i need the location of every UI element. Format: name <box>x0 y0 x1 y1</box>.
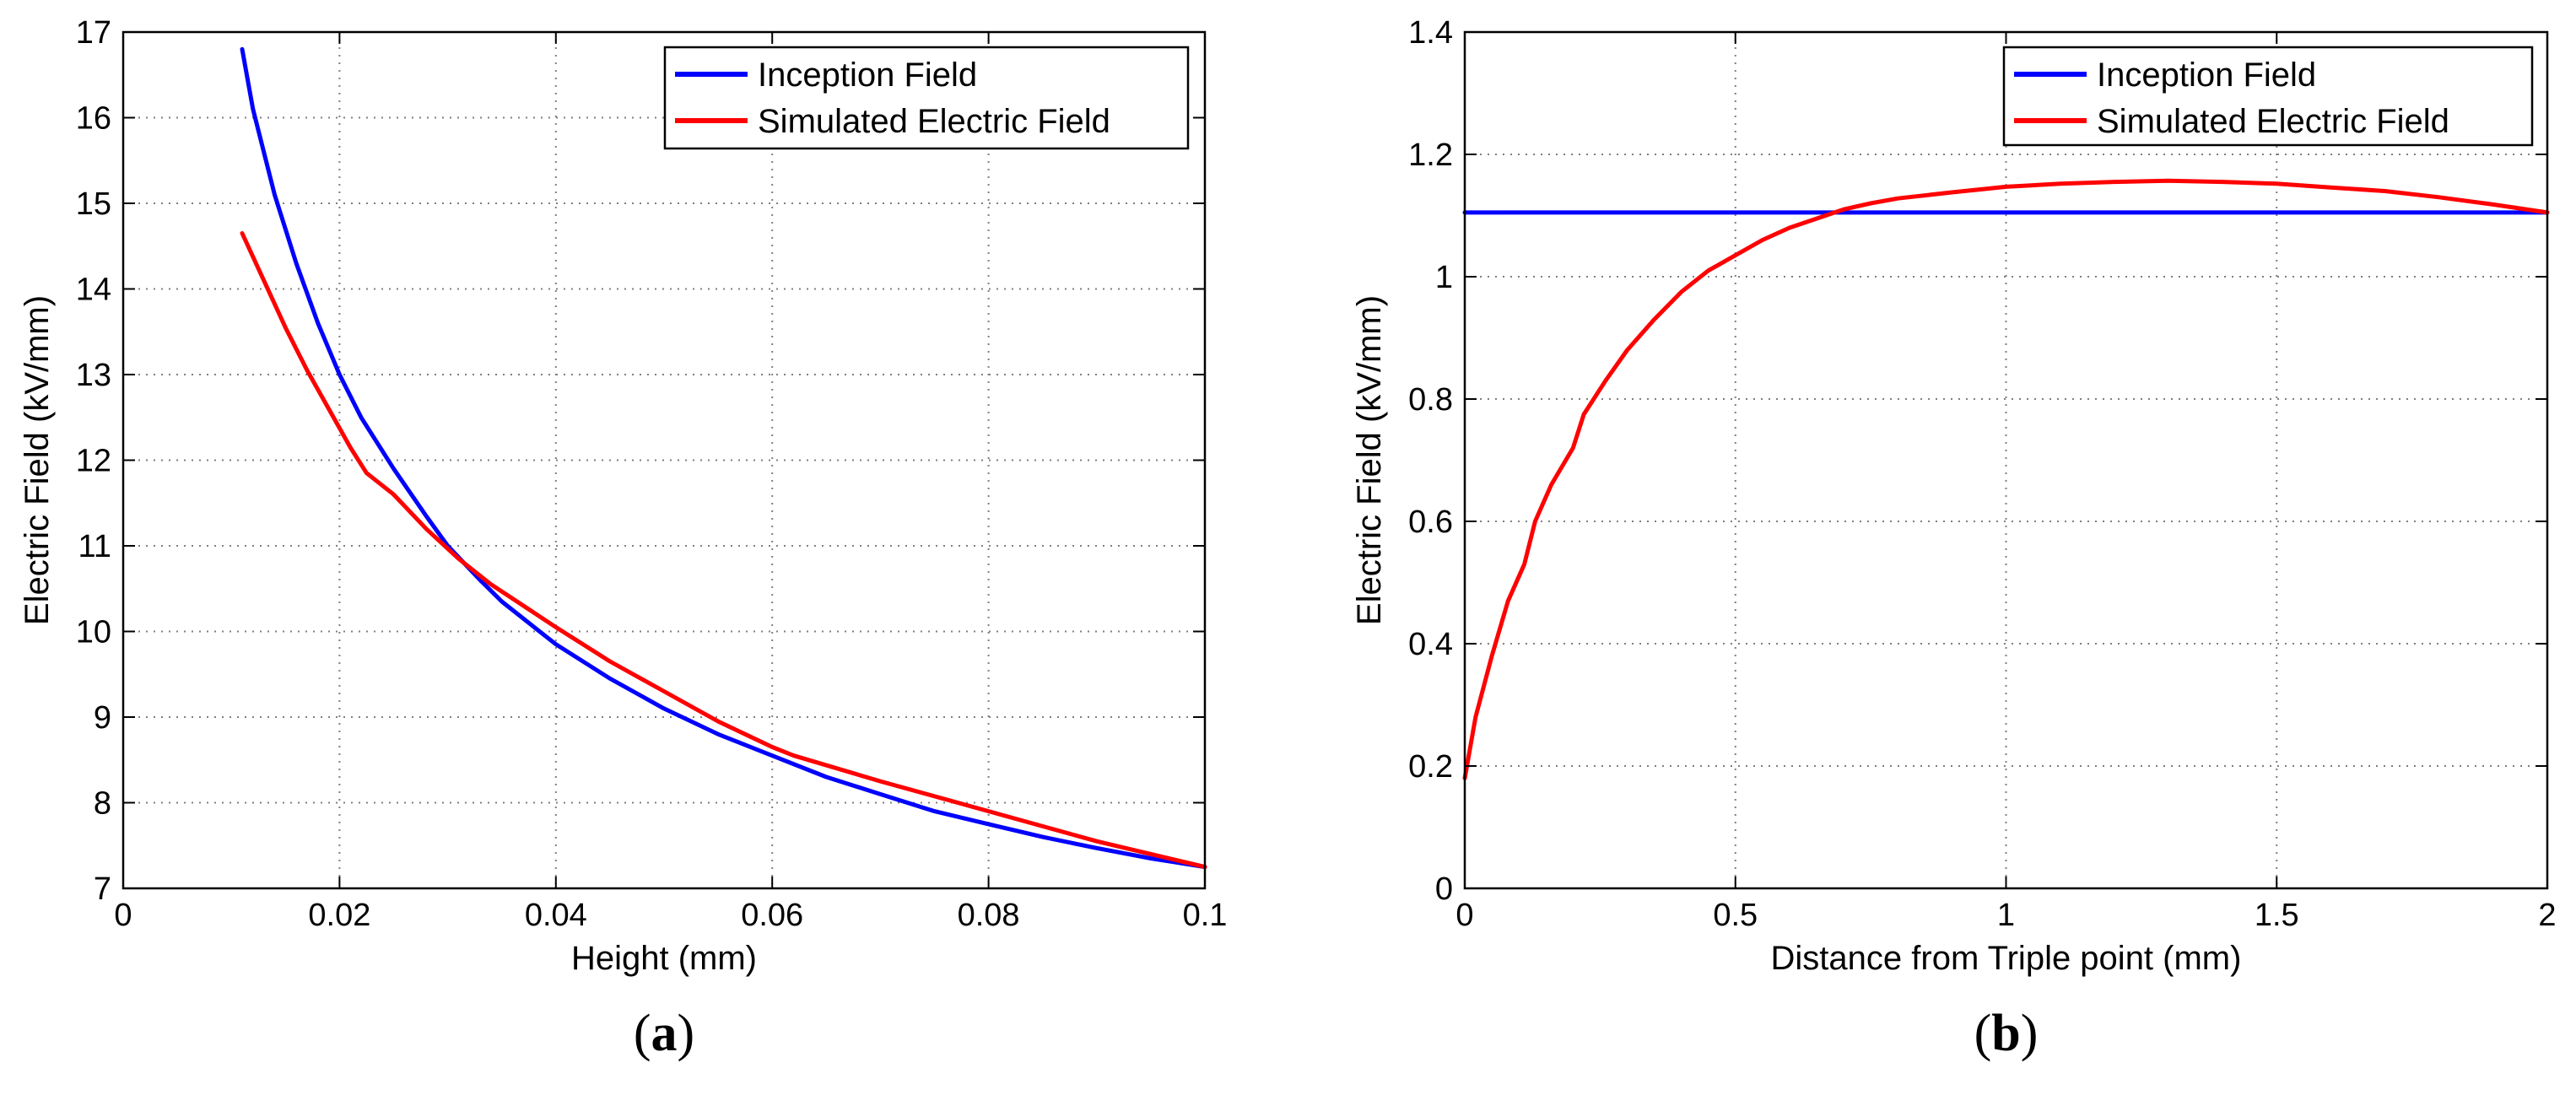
x-tick-label: 2 <box>2538 898 2556 933</box>
series-line-simulated-electric-field <box>240 231 1207 870</box>
y-tick-label: 0.4 <box>1408 627 1453 662</box>
y-tick-label: 1 <box>1435 260 1453 295</box>
y-tick-label: 1.4 <box>1408 15 1453 51</box>
y-tick-label: 0.2 <box>1408 749 1453 785</box>
y-tick-label: 0.6 <box>1408 504 1453 540</box>
y-axis-label: Electric Field (kV/mm) <box>19 295 56 625</box>
y-tick-label: 1.2 <box>1408 138 1453 173</box>
legend: Inception Field Simulated Electric Field <box>663 46 1190 150</box>
legend: Inception Field Simulated Electric Field <box>2002 46 2534 147</box>
y-tick-label: 7 <box>94 871 111 907</box>
y-tick-label: 10 <box>76 615 111 650</box>
x-tick-label: 0.08 <box>958 898 1020 933</box>
x-axis-label: Distance from Triple point (mm) <box>1771 940 2242 977</box>
x-tick-label: 0 <box>114 898 132 933</box>
panel-a: 0 0.02 0.04 0.06 0.08 0.1 7 8 9 10 11 12 13 14 15 16 17 H… <box>19 15 1227 1062</box>
panel-b: 0 0.5 1 1.5 2 0 0.2 0.4 0.6 0.8 1 1.2 1.4 Distance fr… <box>1351 15 2557 1062</box>
panel-label: (a) <box>634 1005 694 1062</box>
legend-entry: Simulated Electric Field <box>2097 103 2449 140</box>
legend-entry: Inception Field <box>2097 57 2316 94</box>
y-tick-label: 11 <box>78 529 111 564</box>
panel-label: (b) <box>1974 1005 2039 1062</box>
y-tick-label: 12 <box>76 444 111 479</box>
x-tick-label: 1.5 <box>2255 898 2299 933</box>
plot-area <box>1465 32 2547 888</box>
x-tick-label: 0.5 <box>1713 898 1758 933</box>
y-tick-label: 15 <box>76 186 111 222</box>
y-tick-label: 17 <box>76 15 111 51</box>
legend-entry: Inception Field <box>758 57 977 94</box>
y-axis-label: Electric Field (kV/mm) <box>1351 295 1388 625</box>
y-tick-label: 16 <box>76 101 111 137</box>
y-tick-label: 8 <box>94 786 111 822</box>
x-tick-label: 0.06 <box>741 898 803 933</box>
x-tick-label: 1 <box>1997 898 2015 933</box>
y-tick-label: 0 <box>1435 871 1453 907</box>
legend-entry: Simulated Electric Field <box>758 103 1110 140</box>
y-tick-label: 13 <box>76 358 111 393</box>
legend-box <box>663 46 1190 150</box>
legend-box <box>2002 46 2534 147</box>
x-tick-label: 0.04 <box>525 898 587 933</box>
x-tick-label: 0 <box>1455 898 1473 933</box>
series-line-inception-field <box>240 46 1207 870</box>
x-tick-label: 0.02 <box>308 898 370 933</box>
y-tick-label: 9 <box>94 700 111 736</box>
y-tick-label: 0.8 <box>1408 382 1453 418</box>
x-tick-label: 0.1 <box>1183 898 1228 933</box>
x-axis-label: Height (mm) <box>571 940 757 977</box>
y-tick-label: 14 <box>76 272 111 308</box>
series-line-simulated-electric-field <box>1462 178 2550 780</box>
